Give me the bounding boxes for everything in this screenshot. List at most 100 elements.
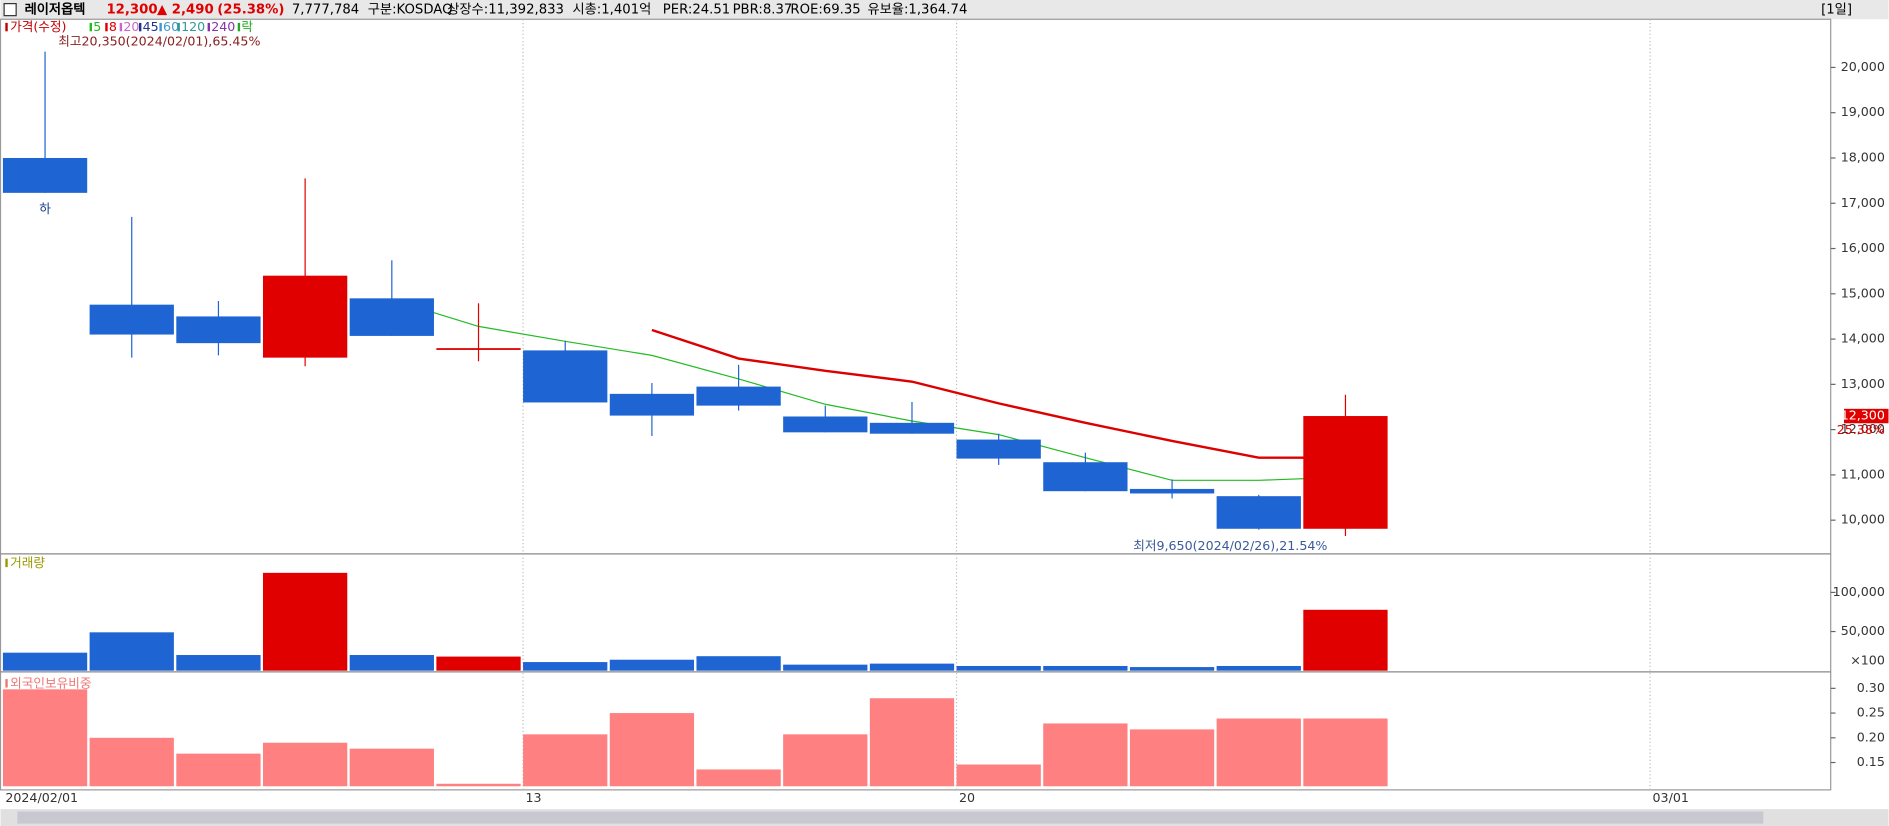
candle-body <box>349 298 434 336</box>
bar <box>176 753 261 787</box>
mcap: 시총:1,401억 <box>572 2 651 18</box>
candle-body <box>89 304 174 335</box>
bar <box>1216 665 1301 671</box>
bar <box>1129 667 1215 671</box>
candle-body <box>783 416 868 433</box>
bar <box>956 764 1041 787</box>
change: ▲ 2,490 <box>157 3 214 18</box>
y-tick-label: 50,000 <box>1841 623 1885 638</box>
legend-swatch <box>237 22 241 32</box>
high-marker: 하 <box>39 201 51 216</box>
x-tick-label: 20 <box>959 790 975 805</box>
y-tick-label: 10,000 <box>1841 512 1885 527</box>
bar <box>1129 729 1215 787</box>
period[interactable]: [1일] <box>1821 2 1852 18</box>
reserve: 유보율:1,364.74 <box>867 2 967 18</box>
bar <box>609 659 695 671</box>
candle-body <box>1216 496 1301 529</box>
high-annotation: 최고20,350(2024/02/01),65.45% <box>58 34 260 49</box>
pbr: PBR:8.37 <box>733 3 793 18</box>
legend-entry: 60 <box>163 19 179 34</box>
legend-entry: 120 <box>181 19 205 34</box>
bar <box>869 663 955 671</box>
legend-swatch <box>177 22 180 32</box>
per: PER:24.51 <box>663 3 730 18</box>
y-tick-label: 19,000 <box>1841 104 1885 119</box>
x-tick-label: 03/01 <box>1653 790 1689 805</box>
bar <box>696 769 781 787</box>
bar <box>262 742 348 787</box>
x-tick-label: 2024/02/01 <box>5 790 78 805</box>
bar <box>609 713 695 787</box>
y-tick-label: 17,000 <box>1841 195 1885 210</box>
legend-swatch <box>89 22 93 32</box>
y-tick-label: 20,000 <box>1841 59 1885 74</box>
legend-swatch <box>5 558 8 568</box>
candle-body <box>609 393 695 416</box>
y-tick-label: 12,000 <box>1841 421 1885 436</box>
last-price: 12,300 <box>1841 408 1885 423</box>
bar <box>523 734 608 787</box>
bar <box>89 737 174 787</box>
bar <box>1043 723 1128 787</box>
candle-body <box>1043 462 1128 492</box>
change-pct: (25.38%) <box>217 3 284 18</box>
plot-frame <box>0 18 1832 791</box>
candle-body <box>176 316 261 344</box>
candle-body <box>436 348 521 350</box>
legend-swatch <box>207 22 211 32</box>
legend-entry: 락 <box>241 19 253 34</box>
listed: 상장수:11,392,833 <box>447 2 564 18</box>
ma-line <box>391 299 1346 481</box>
legend-swatch <box>138 22 142 32</box>
legend-entry: 5 <box>93 19 101 34</box>
bar <box>2 652 88 671</box>
legend-label: 가격(수정) <box>10 19 66 34</box>
legend-label: 거래량 <box>10 555 45 570</box>
volume: 7,777,784 <box>292 3 359 18</box>
y-tick-label: 0.20 <box>1857 729 1885 744</box>
candle-body <box>523 350 608 403</box>
legend-entry: 8 <box>109 19 117 34</box>
legend-label: 외국인보유비중 <box>10 675 91 690</box>
y-tick-label: 0.30 <box>1857 680 1885 695</box>
y-tick-label: 13,000 <box>1841 376 1885 391</box>
legend-swatch <box>159 22 162 32</box>
bar <box>2 689 88 787</box>
scroll-thumb[interactable] <box>17 811 1764 824</box>
y-tick-label: 14,000 <box>1841 331 1885 346</box>
bar <box>1303 609 1388 671</box>
last-price-box <box>1843 408 1889 424</box>
candle-body <box>696 386 781 406</box>
bar <box>89 632 174 671</box>
roe: ROE:69.35 <box>790 3 860 18</box>
legend-swatch <box>119 22 123 32</box>
last-pct: 25.38% <box>1837 422 1885 437</box>
y-tick-label: 100,000 <box>1833 584 1885 599</box>
candle-body <box>2 157 88 193</box>
y-tick-label: 18,000 <box>1841 149 1885 164</box>
bar <box>869 698 955 787</box>
bar <box>523 662 608 671</box>
bar <box>783 664 868 671</box>
bar <box>176 655 261 671</box>
ma-line <box>651 328 1346 459</box>
legend-swatch <box>5 679 8 688</box>
header-bar <box>0 0 1889 20</box>
y-tick-label: 0.15 <box>1857 754 1885 769</box>
market: 구분:KOSDAQ <box>368 3 453 18</box>
candle-body <box>869 422 955 434</box>
y-tick-label: 16,000 <box>1841 240 1885 255</box>
candle-body <box>1129 488 1215 494</box>
legend-entry: 20 <box>123 19 139 34</box>
bar <box>783 734 868 787</box>
price: 12,300 <box>106 3 157 18</box>
bar <box>436 783 521 787</box>
legend-swatch <box>5 22 8 32</box>
legend-entry: 240 <box>211 19 235 34</box>
legend-entry: 45 <box>143 19 159 34</box>
legend-swatch <box>105 22 108 32</box>
checkbox[interactable] <box>3 3 17 17</box>
